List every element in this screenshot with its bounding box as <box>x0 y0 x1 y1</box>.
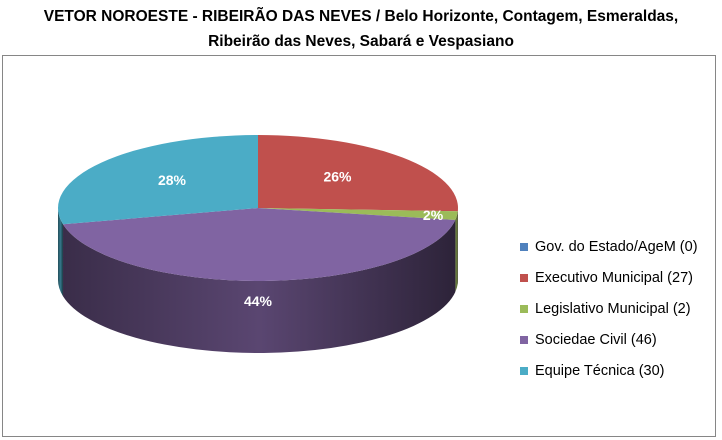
pie-labels: 26% 2% 44% 28% <box>158 169 444 309</box>
legend-swatch-1 <box>520 273 528 282</box>
legend-item-1: Executivo Municipal (27) <box>520 262 698 293</box>
legend-label-1: Executivo Municipal (27) <box>535 269 693 286</box>
legend-swatch-4 <box>520 366 528 375</box>
pie-chart: 26% 2% 44% 28% <box>57 135 458 353</box>
pie-data-label-4: 28% <box>158 172 187 188</box>
legend-label-4: Equipe Técnica (30) <box>535 362 665 379</box>
pie-side-4 <box>58 208 64 297</box>
pie-data-label-3: 44% <box>244 293 273 309</box>
legend-label-0: Gov. do Estado/AgeM (0) <box>535 238 698 255</box>
legend-swatch-0 <box>520 242 528 251</box>
legend-item-3: Sociedae Civil (46) <box>520 324 698 355</box>
pie-slice-2 <box>258 208 458 220</box>
pie-sides <box>58 208 458 353</box>
legend-item-4: Equipe Técnica (30) <box>520 355 698 386</box>
pie-slice-3 <box>63 208 456 281</box>
pie-side-3 <box>63 219 456 353</box>
chart-title-line-2: Ribeirão das Neves, Sabará e Vespasiano <box>208 33 514 50</box>
pie-side-2 <box>455 211 458 292</box>
pie-slices <box>57 135 458 281</box>
legend-item-2: Legislativo Municipal (2) <box>520 293 698 324</box>
legend: Gov. do Estado/AgeM (0) Executivo Municip… <box>520 231 698 386</box>
pie-slice-4 <box>57 135 259 225</box>
legend-label-3: Sociedae Civil (46) <box>535 331 657 348</box>
chart-area: 26% 2% 44% 28% Gov. do Estado/AgeM (0) Execu… <box>2 55 716 437</box>
pie-data-label-2: 2% <box>423 207 444 223</box>
pie-data-label-1: 26% <box>323 169 352 185</box>
chart-title-line-1: VETOR NOROESTE - RIBEIRÃO DAS NEVES / Be… <box>43 8 679 25</box>
legend-label-2: Legislativo Municipal (2) <box>535 300 691 317</box>
legend-swatch-2 <box>520 304 528 313</box>
legend-swatch-3 <box>520 335 528 344</box>
chart-title: VETOR NOROESTE - RIBEIRÃO DAS NEVES / Be… <box>0 4 722 54</box>
legend-item-0: Gov. do Estado/AgeM (0) <box>520 231 698 262</box>
pie-slice-1 <box>258 135 458 212</box>
